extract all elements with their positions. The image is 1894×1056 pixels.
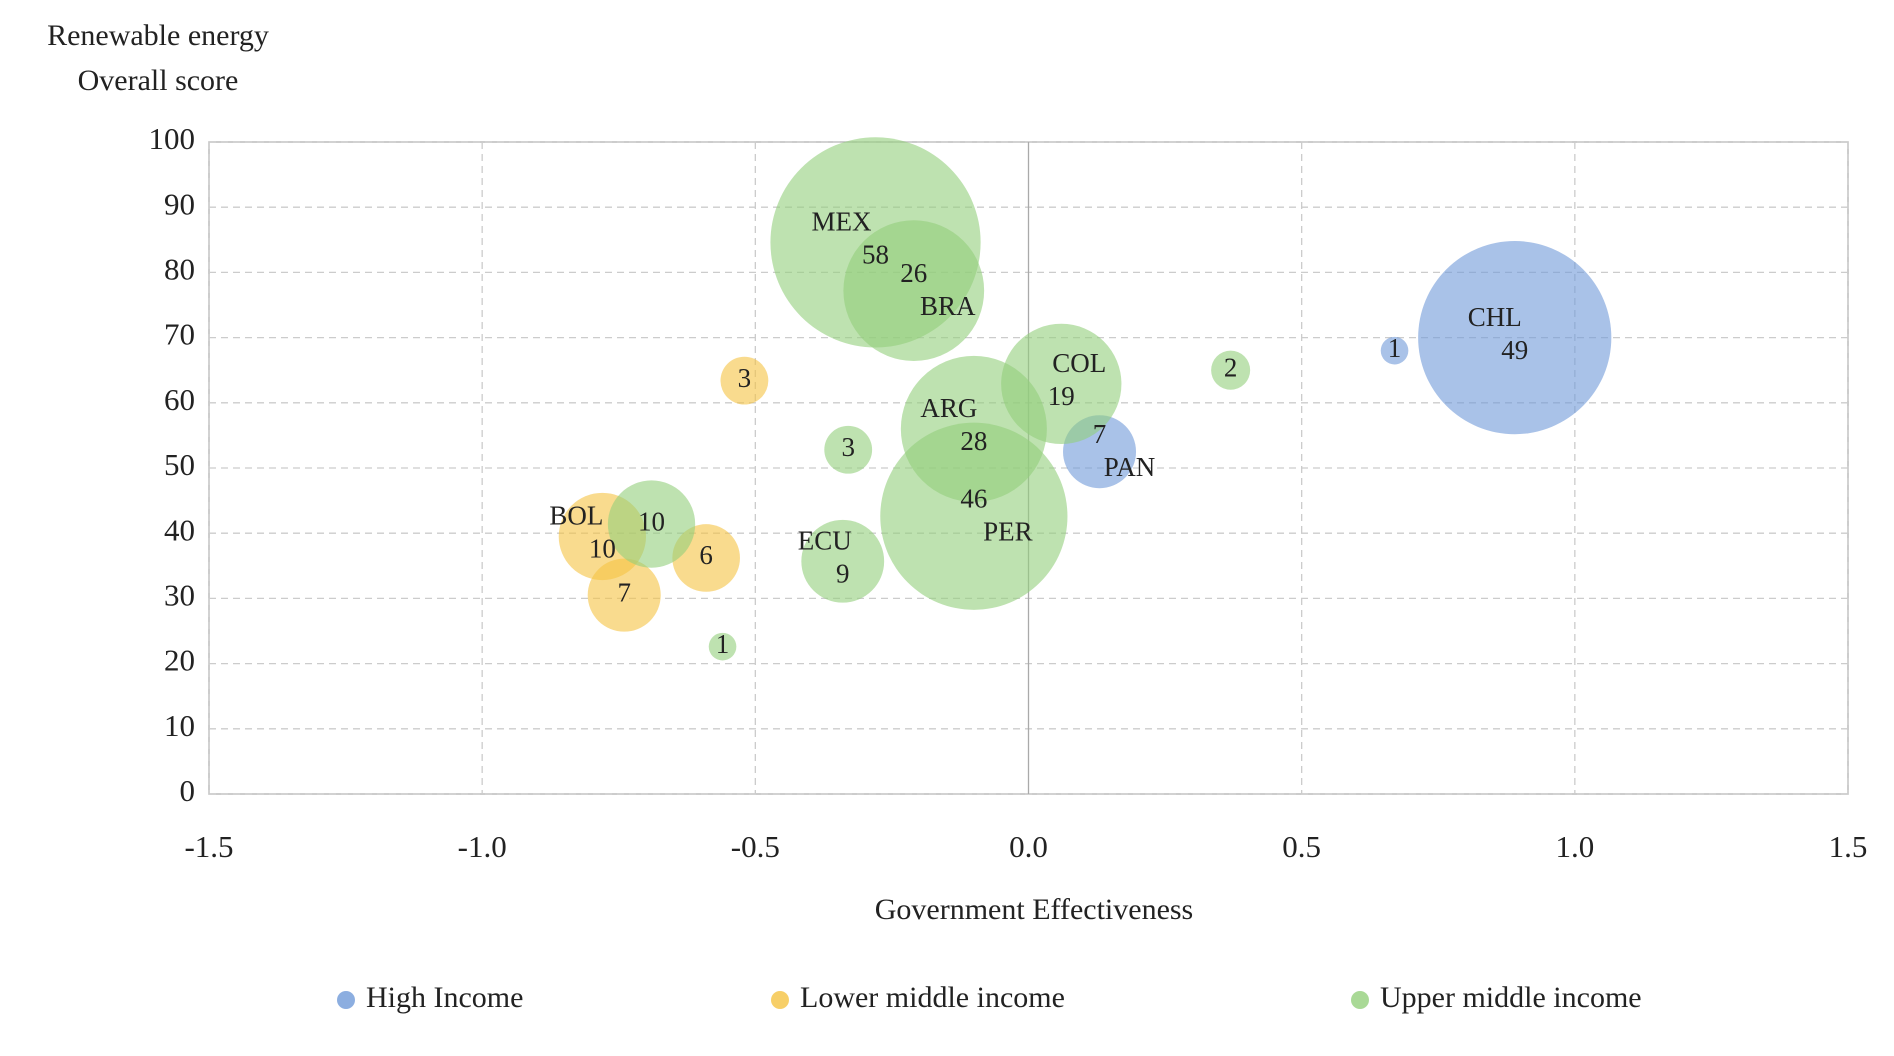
bubble-name-label: ECU <box>798 525 852 555</box>
bubble-value-label: 28 <box>960 426 987 456</box>
legend-label: High Income <box>366 981 523 1014</box>
x-tick-label: 0.5 <box>1282 829 1321 864</box>
y-tick-label: 20 <box>164 643 195 678</box>
bubble-value-label: 58 <box>862 240 889 270</box>
bubble-name-label: PAN <box>1104 452 1156 482</box>
bubble <box>720 356 769 405</box>
bubble-name-label: PER <box>983 516 1033 546</box>
x-tick-label: 0.0 <box>1009 829 1048 864</box>
bubble-value-label: 10 <box>638 506 665 536</box>
x-tick-label: 1.5 <box>1829 829 1868 864</box>
y-tick-label: 40 <box>164 512 195 547</box>
bubble-name-label: MEX <box>812 207 873 237</box>
y-tick-label: 50 <box>164 447 195 482</box>
bubble-value-label: 7 <box>617 577 631 607</box>
bubble-value-label: 46 <box>960 483 987 513</box>
y-tick-label: 90 <box>164 186 195 221</box>
bubble <box>824 425 873 474</box>
bubble-value-label: 9 <box>836 558 850 588</box>
y-tick-label: 70 <box>164 317 195 352</box>
y-axis-title: Overall score <box>78 64 239 97</box>
bubble-name-label: ARG <box>920 393 977 423</box>
x-tick-label: 1.0 <box>1555 829 1594 864</box>
bubble <box>880 422 1068 610</box>
y-axis-title: Renewable energy <box>47 19 269 52</box>
bubble-name-label: CHL <box>1468 302 1522 332</box>
bubble-name-label: BOL <box>549 501 603 531</box>
legend-marker <box>771 991 789 1009</box>
bubble-value-label: 26 <box>900 258 927 288</box>
bubble <box>708 632 737 661</box>
y-tick-label: 0 <box>180 773 196 808</box>
x-axis-title: Government Effectiveness <box>875 893 1194 926</box>
bubble-value-label: 7 <box>1093 419 1107 449</box>
legend-marker <box>1351 991 1369 1009</box>
bubble <box>801 519 885 603</box>
bubble-value-label: 10 <box>589 534 616 564</box>
legend-label: Lower middle income <box>800 981 1065 1014</box>
x-tick-label: -1.5 <box>184 829 233 864</box>
y-tick-label: 30 <box>164 578 195 613</box>
legend-marker <box>337 991 355 1009</box>
bubble-value-label: 2 <box>1224 352 1238 382</box>
bubble-value-label: 19 <box>1048 381 1075 411</box>
bubble <box>587 558 661 632</box>
bubble-value-label: 3 <box>738 363 752 393</box>
bubble-value-label: 49 <box>1501 335 1528 365</box>
legend-label: Upper middle income <box>1380 981 1642 1014</box>
bubble-value-label: 1 <box>1388 333 1402 363</box>
y-tick-label: 60 <box>164 382 195 417</box>
bubble <box>843 220 985 362</box>
bubble-name-label: COL <box>1052 348 1106 378</box>
y-tick-label: 100 <box>149 121 196 156</box>
bubble-value-label: 1 <box>716 629 730 659</box>
bubble-value-label: 3 <box>841 432 855 462</box>
y-tick-label: 80 <box>164 252 195 287</box>
bubble <box>607 480 696 568</box>
y-tick-label: 10 <box>164 708 195 743</box>
bubble <box>1211 350 1251 390</box>
x-tick-label: -0.5 <box>731 829 780 864</box>
bubble <box>1418 241 1612 435</box>
bubble-value-label: 6 <box>699 540 713 570</box>
x-tick-label: -1.0 <box>458 829 507 864</box>
bubble <box>1380 336 1409 365</box>
bubble-name-label: BRA <box>920 291 976 321</box>
